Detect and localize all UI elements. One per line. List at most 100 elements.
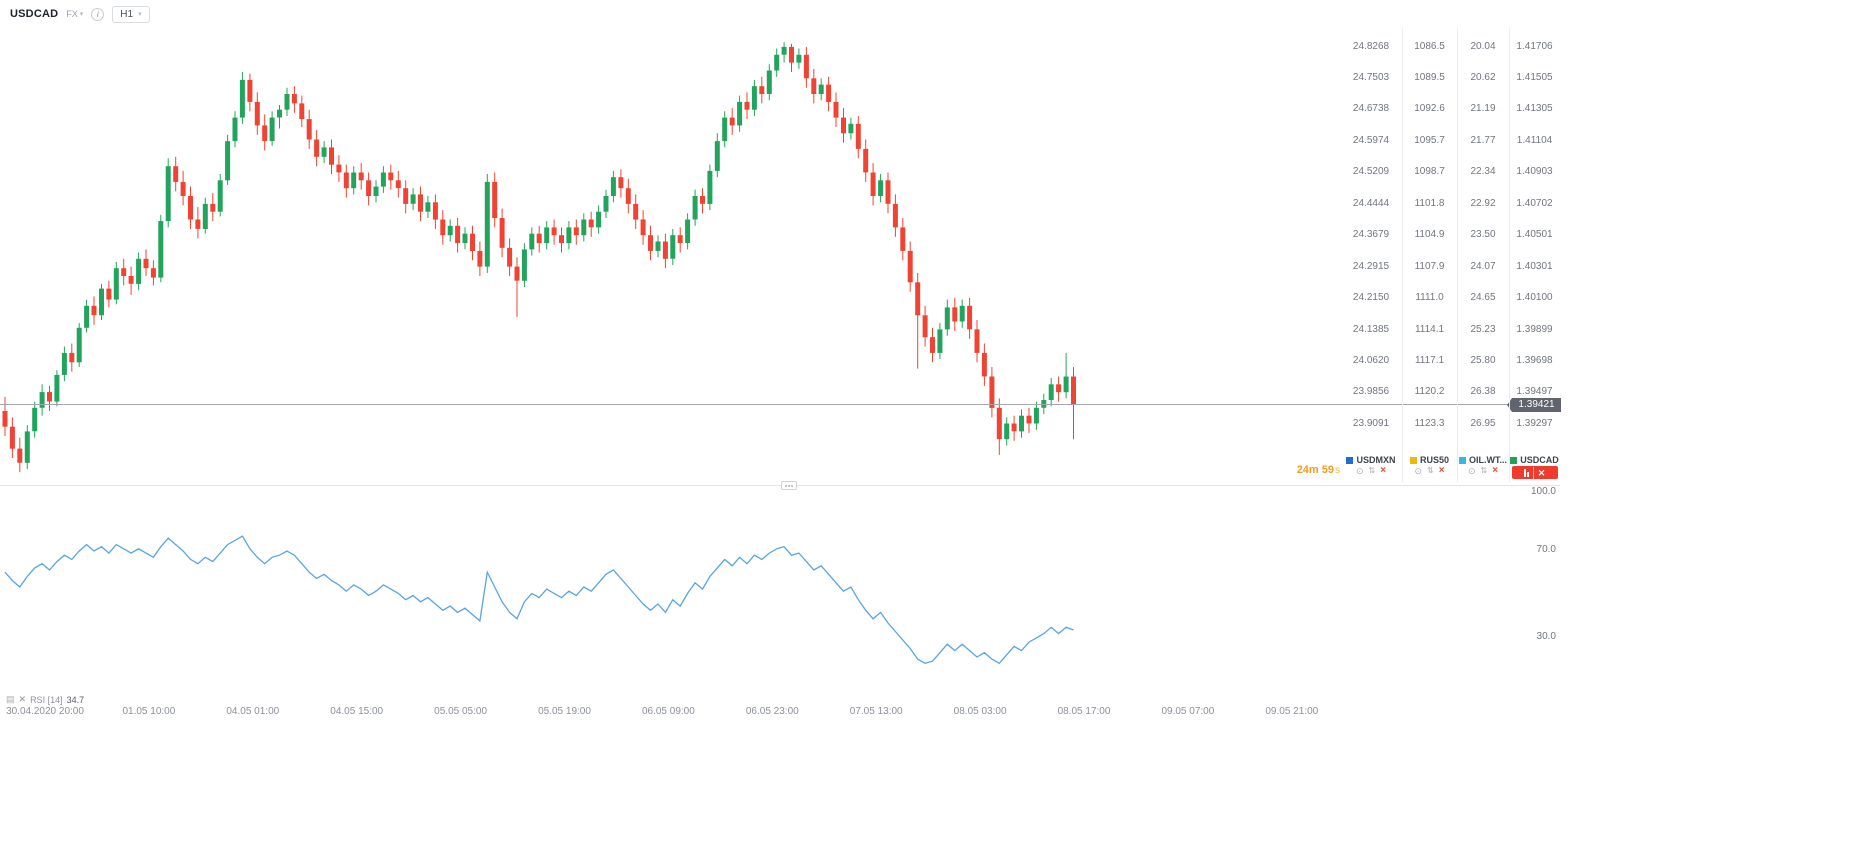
- price-scale-row: 23.9091 1123.3 26.95 1.39297: [1340, 418, 1560, 429]
- close-icon[interactable]: ×: [1438, 465, 1445, 476]
- price-scale-value: 1120.2: [1414, 386, 1445, 398]
- visibility-eye-icon[interactable]: ⊙: [1414, 466, 1422, 476]
- price-scale-value: 24.3679: [1352, 229, 1390, 241]
- close-icon[interactable]: ×: [1492, 465, 1499, 476]
- chart-header: USDCAD FX ▾ i H1 ▾: [0, 0, 1866, 28]
- price-scale-value: 22.92: [1470, 197, 1496, 209]
- rsi-chart[interactable]: [0, 486, 1340, 696]
- price-scale-value: 24.4444: [1352, 197, 1390, 209]
- time-axis-label: 01.05 10:00: [122, 706, 176, 717]
- time-axis-label: 06.05 23:00: [745, 706, 799, 717]
- price-scale-row: 24.3679 1104.9 23.50 1.40501: [1340, 229, 1560, 240]
- market-dropdown[interactable]: FX ▾: [66, 9, 83, 19]
- price-scale-value: 26.95: [1470, 417, 1496, 429]
- price-scale-row: 24.2150 1111.0 24.65 1.40100: [1340, 292, 1560, 303]
- price-scale-value: 1095.7: [1414, 134, 1445, 146]
- price-scale-row: 24.5209 1098.7 22.34 1.40903: [1340, 166, 1560, 177]
- price-scale-value: 1.41505: [1516, 71, 1553, 83]
- price-scale-value: 1086.5: [1414, 40, 1445, 52]
- chevron-down-icon: ▾: [138, 11, 142, 18]
- time-axis-label: 09.05 07:00: [1161, 706, 1215, 717]
- price-scale-row: 24.5974 1095.7 21.77 1.41104: [1340, 135, 1560, 146]
- price-scale-panel[interactable]: 24.8268 1086.5 20.04 1.41706 24.7503 1089.5 20…: [1340, 28, 1560, 455]
- price-scale-value: 1107.9: [1414, 260, 1445, 272]
- symbol-tab-controls: ⊙ ⇅ ×: [1467, 465, 1499, 477]
- price-scale-value: 21.77: [1470, 134, 1496, 146]
- candlestick-chart[interactable]: [0, 28, 1340, 485]
- visibility-eye-icon[interactable]: ⊙: [1355, 466, 1364, 476]
- symbol-tab-controls: ⊙ ⇅ ×: [1414, 465, 1445, 477]
- symbol-tab-header: USDCAD: [1510, 455, 1559, 465]
- price-scale-row: 24.7503 1089.5 20.62 1.41505: [1340, 72, 1560, 83]
- close-icon[interactable]: ✕: [1532, 466, 1545, 479]
- symbol-color-icon: [1459, 456, 1466, 464]
- symbol-tab-usdcad[interactable]: USDCAD ✕: [1509, 453, 1560, 483]
- scale-separator: [1509, 28, 1510, 482]
- overlay-symbol-tabs: USDMXN ⊙ ⇅ × RUS50 ⊙ ⇅ × OIL.WT... ⊙ ⇅ × USDCAD ✕: [1340, 453, 1560, 483]
- timeframe-button[interactable]: H1 ▾: [112, 5, 150, 23]
- price-scale-value: 23.9856: [1352, 386, 1390, 398]
- symbol-color-icon: [1346, 456, 1354, 464]
- scale-separator: [1402, 28, 1403, 482]
- price-scale-row: 24.2915 1107.9 24.07 1.40301: [1340, 261, 1560, 272]
- time-axis-label: 30.04.2020 20:00: [6, 706, 84, 717]
- symbol-tab-oilwt[interactable]: OIL.WT... ⊙ ⇅ ×: [1457, 453, 1509, 483]
- swap-arrows-icon[interactable]: ⇅: [1368, 466, 1376, 475]
- price-scale-value: 1.40301: [1516, 260, 1553, 272]
- close-icon[interactable]: ×: [1380, 465, 1387, 476]
- indicator-panel-icon[interactable]: ▤: [6, 694, 15, 704]
- price-scale-row: 24.8268 1086.5 20.04 1.41706: [1340, 41, 1560, 52]
- price-scale-value: 25.80: [1470, 355, 1496, 366]
- candle-countdown-timer: 24m 59s: [1252, 460, 1340, 478]
- price-scale-value: 1098.7: [1414, 166, 1445, 178]
- rsi-scale-tick: 70.0: [1536, 544, 1556, 555]
- rsi-scale-tick: 30.0: [1536, 631, 1556, 642]
- price-scale-value: 1.39497: [1516, 386, 1553, 398]
- symbol-color-icon: [1510, 456, 1518, 464]
- time-axis[interactable]: 30.04.2020 20:00 01.05 10:00 04.05 01:00 04…: [0, 706, 1340, 720]
- timer-suffix: s: [1335, 465, 1340, 476]
- symbol-tab-label: OIL.WT...: [1469, 455, 1507, 465]
- price-scale-value: 24.5974: [1352, 134, 1390, 146]
- symbol-tab-usdmxn[interactable]: USDMXN ⊙ ⇅ ×: [1340, 453, 1402, 483]
- price-scale-value: 1.41305: [1516, 103, 1553, 115]
- price-scale-value: 1123.3: [1414, 417, 1445, 429]
- symbol-tab-controls: ⊙ ⇅ ×: [1355, 465, 1387, 477]
- price-scale-value: 24.07: [1470, 260, 1496, 272]
- price-scale-value: 24.0620: [1352, 355, 1390, 366]
- price-scale-value: 1101.8: [1414, 197, 1445, 209]
- swap-arrows-icon[interactable]: ⇅: [1427, 466, 1434, 475]
- visibility-eye-icon[interactable]: ⊙: [1467, 466, 1476, 476]
- symbol-tab-rus50[interactable]: RUS50 ⊙ ⇅ ×: [1402, 453, 1457, 483]
- symbol-tab-label: RUS50: [1419, 455, 1449, 465]
- price-scale-value: 1.39297: [1516, 417, 1553, 429]
- price-scale-value: 1.40100: [1516, 292, 1553, 304]
- time-axis-label: 05.05 05:00: [434, 706, 487, 717]
- scale-separator: [1457, 28, 1458, 482]
- candlestick-icon: [1523, 468, 1529, 477]
- price-scale-row: 24.4444 1101.8 22.92 1.40702: [1340, 198, 1560, 209]
- price-scale-value: 1.41706: [1516, 40, 1553, 52]
- timer-value: 24m 59: [1296, 464, 1334, 476]
- symbol-tab-label: USDMXN: [1356, 455, 1396, 465]
- price-scale-value: 20.62: [1470, 71, 1496, 83]
- price-scale-value: 1117.1: [1414, 355, 1445, 366]
- price-scale-value: 1.41104: [1516, 134, 1553, 146]
- price-scale-value: 23.50: [1470, 229, 1496, 241]
- price-scale-value: 1104.9: [1414, 229, 1445, 241]
- swap-arrows-icon[interactable]: ⇅: [1480, 466, 1488, 475]
- price-scale-value: 24.5209: [1352, 166, 1390, 178]
- time-axis-label: 07.05 13:00: [849, 706, 903, 717]
- price-scale-value: 1089.5: [1414, 71, 1445, 83]
- info-icon[interactable]: i: [91, 7, 105, 21]
- price-scale-row: 24.0620 1117.1 25.80 1.39698: [1340, 355, 1560, 366]
- pane-resize-handle[interactable]: [781, 481, 797, 490]
- price-scale-value: 1.39899: [1516, 323, 1553, 335]
- price-scale-row: 24.6738 1092.6 21.19 1.41305: [1340, 103, 1560, 114]
- active-symbol-badge[interactable]: ✕: [1511, 466, 1558, 479]
- symbol-tab-header: OIL.WT...: [1459, 455, 1507, 465]
- rsi-indicator-legend: ▤ ✕ RSI [14] 34.7: [6, 694, 84, 705]
- symbol-tab-header: RUS50: [1409, 455, 1449, 465]
- rsi-close-icon[interactable]: ✕: [18, 694, 27, 704]
